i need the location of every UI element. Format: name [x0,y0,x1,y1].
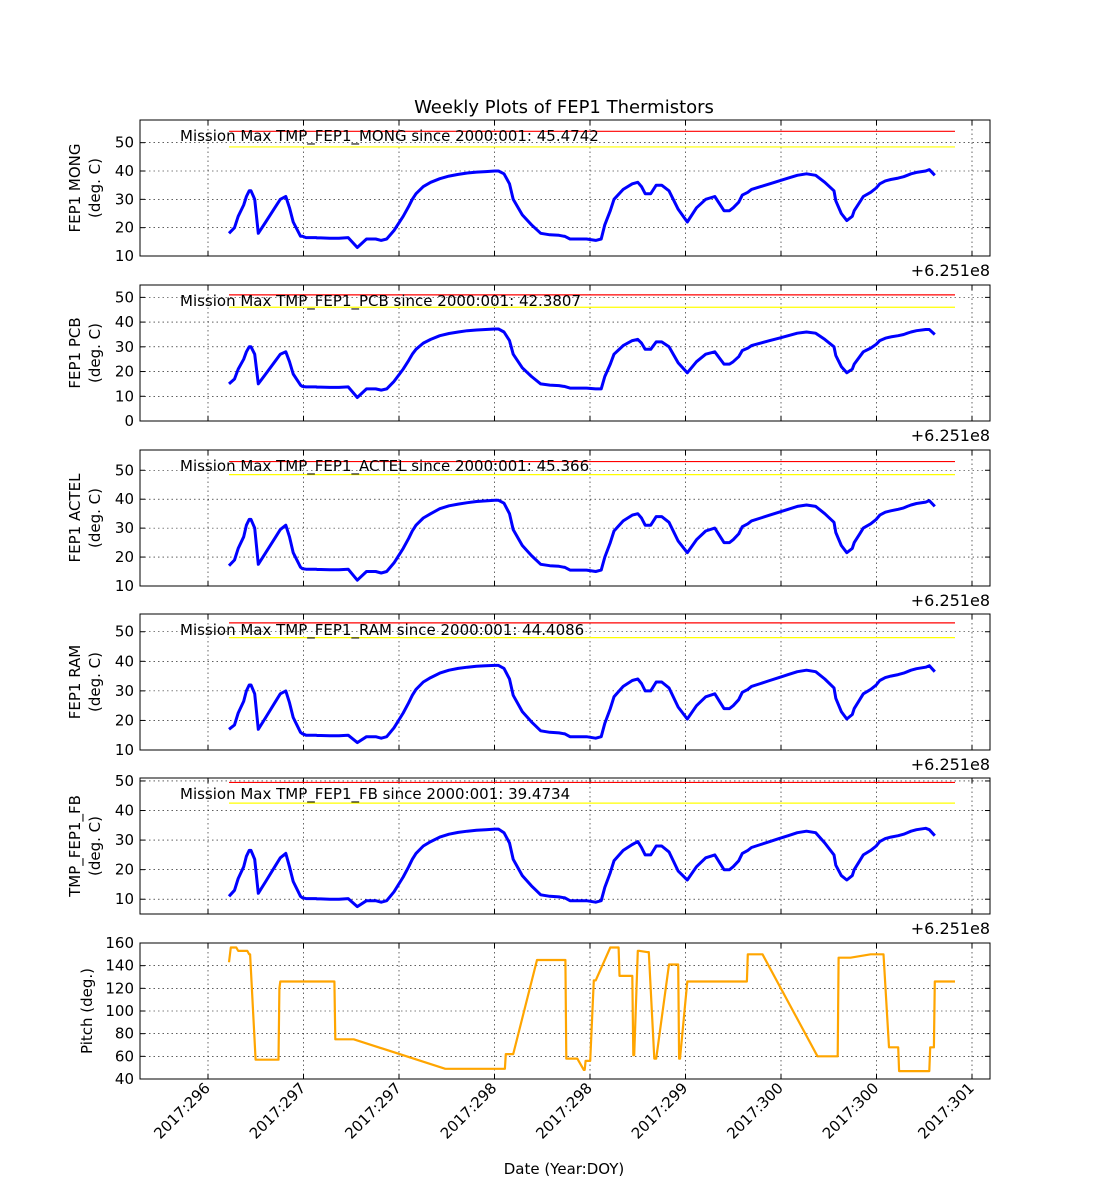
plot-area [140,120,990,256]
y-tick-label: 30 [115,338,134,356]
x-tick-label: 2017:300 [723,1079,787,1143]
y-tick-label: 80 [115,1025,134,1043]
y-tick-label: 100 [105,1002,134,1020]
y-tick-label: 50 [115,623,134,641]
series-line [228,663,936,745]
x-offset-label: +6.251e8 [911,426,990,445]
y-tick-label: 50 [115,461,134,479]
plot-frame [139,119,991,257]
x-tick-label: 2017:296 [150,1079,214,1143]
mission-max-annotation: Mission Max TMP_FEP1_MONG since 2000:001… [180,127,599,146]
y-axis-label: FEP1 PCB (deg. C) [66,317,104,388]
x-tick-label: 2017:301 [914,1079,978,1143]
y-tick-label: 40 [115,652,134,670]
y-tick-label: 50 [115,772,134,790]
x-tick-label: 2017:297 [341,1079,405,1143]
y-tick-label: 0 [124,412,134,430]
y-axis-label: FEP1 MONG (deg. C) [66,143,104,232]
y-tick-label: 10 [115,577,134,595]
y-axis-label: FEP1 ACTEL (deg. C) [66,473,104,563]
y-tick-label: 40 [115,313,134,331]
y-tick-label: 20 [115,363,134,381]
y-axis-label-line: (deg. C) [86,652,104,712]
y-tick-label: 20 [115,861,134,879]
y-tick-label: 40 [115,802,134,820]
y-axis-label: FEP1 RAM (deg. C) [66,645,104,719]
y-axis-label-line: (deg. C) [86,816,104,876]
panel-5: 10 20 30 40 50 Mission Max TMP_FEP1_FB since … [66,772,991,938]
panel-6: 40 60 80 100 120 140 160 Pitch (deg.) [78,934,991,1088]
plot-frame [139,777,991,915]
y-tick-label: 50 [115,288,134,306]
y-axis-label-line: (deg. C) [86,158,104,218]
y-tick-label: 30 [115,519,134,537]
plot-frame [139,613,991,751]
y-axis-label-line: Pitch (deg.) [78,968,96,1054]
x-offset-label: +6.251e8 [911,919,990,938]
y-tick-label: 10 [115,741,134,759]
series-line [227,498,936,582]
y-axis-label-line: (deg. C) [86,323,104,383]
y-tick-label: 160 [105,934,134,952]
series-line [227,826,936,909]
y-tick-label: 20 [115,219,134,237]
x-offset-label: +6.251e8 [911,591,990,610]
y-axis-label-line: FEP1 MONG [66,143,84,232]
plot-area [140,614,990,750]
y-tick-label: 10 [115,247,134,265]
y-axis-label: Pitch (deg.) [78,968,96,1054]
y-tick-label: 20 [115,711,134,729]
x-tick-label: 2017:299 [628,1079,692,1143]
y-axis-label-line: (deg. C) [86,488,104,548]
y-axis-label-line: FEP1 PCB [66,317,84,388]
y-tick-label: 140 [105,957,134,975]
series-line [227,168,936,249]
y-tick-label: 50 [115,134,134,152]
panel-1: 10 20 30 40 50 Mission Max TMP_FEP1_MONG sinc… [66,119,991,280]
plot-frame [139,449,991,587]
mission-max-annotation: Mission Max TMP_FEP1_ACTEL since 2000:00… [180,457,589,476]
plot-area [140,450,990,586]
plot-frame [139,284,991,422]
y-tick-label: 10 [115,387,134,405]
mission-max-annotation: Mission Max TMP_FEP1_RAM since 2000:001:… [180,621,584,640]
panel-2: 0 10 20 30 40 50 Mission Max TMP_FEP1_PCB sinc… [66,284,991,445]
x-axis-label: Date (Year:DOY) [504,1160,625,1178]
mission-max-annotation: Mission Max TMP_FEP1_FB since 2000:001: … [180,785,570,804]
x-offset-label: +6.251e8 [911,755,990,774]
y-axis-label: TMP_FEP1_FB (deg. C) [66,795,104,898]
y-axis-label-line: TMP_FEP1_FB [66,795,85,898]
figure-title: Weekly Plots of FEP1 Thermistors [414,97,714,118]
y-tick-label: 120 [105,979,134,997]
y-tick-label: 40 [115,162,134,180]
x-tick-label: 2017:297 [246,1079,310,1143]
plot-frame [139,942,991,1080]
plot-area [140,778,990,914]
y-tick-label: 40 [115,1070,134,1088]
y-axis-label-line: FEP1 ACTEL [66,473,84,563]
series-line [227,946,956,1073]
y-tick-label: 10 [115,890,134,908]
x-tick-label: 2017:300 [819,1079,883,1143]
y-tick-label: 30 [115,190,134,208]
x-offset-label: +6.251e8 [911,261,990,280]
y-axis-label-line: FEP1 RAM [66,645,84,719]
x-tick-label: 2017:298 [437,1079,501,1143]
mission-max-annotation: Mission Max TMP_FEP1_PCB since 2000:001:… [180,292,581,311]
x-tick-label: 2017:298 [532,1079,596,1143]
y-tick-label: 20 [115,548,134,566]
panel-4: 10 20 30 40 50 Mission Max TMP_FEP1_RAM since… [66,613,991,774]
series-line [228,327,936,399]
y-tick-label: 30 [115,831,134,849]
y-tick-label: 40 [115,490,134,508]
panel-3: 10 20 30 40 50 Mission Max TMP_FEP1_ACTEL sin… [66,449,991,610]
y-tick-label: 30 [115,682,134,700]
y-tick-label: 60 [115,1047,134,1065]
